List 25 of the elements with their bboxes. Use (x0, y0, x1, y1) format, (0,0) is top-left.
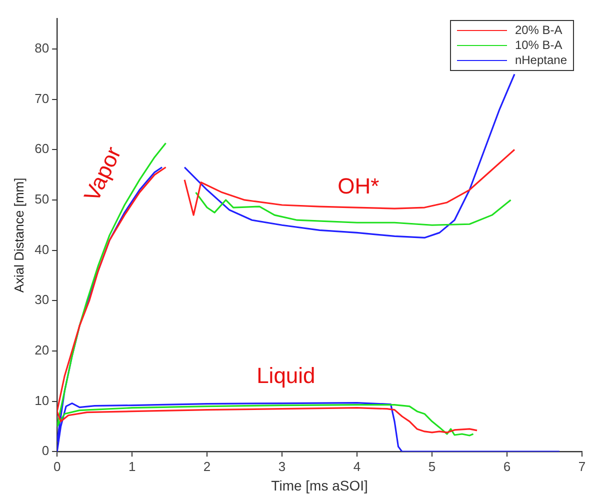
y-tick-label: 40 (34, 242, 50, 257)
x-tick-label: 6 (503, 458, 511, 474)
y-tick-label: 80 (34, 40, 50, 56)
x-tick-label: 3 (278, 458, 286, 474)
y-tick-label: 20 (34, 342, 50, 358)
y-tick-label: 10 (34, 392, 50, 408)
y-tick-label: 70 (34, 90, 50, 106)
x-tick-label: 7 (578, 458, 586, 474)
x-axis-title: Time [ms aSOI] (271, 477, 368, 494)
y-tick-label: 0 (42, 443, 50, 458)
y-tick-label: 60 (34, 141, 50, 156)
x-tick-label: 1 (128, 458, 136, 474)
y-tick-label: 50 (34, 192, 50, 207)
legend-label: nHeptane (514, 53, 567, 68)
y-axis-title: Axial Distance [mm] (11, 178, 26, 293)
legend-label: 10% B-A (514, 38, 562, 53)
x-tick-label: 5 (428, 458, 436, 474)
x-tick-label: 2 (203, 458, 211, 474)
legend-label: 20% B-A (514, 23, 562, 38)
x-tick-label: 4 (353, 458, 361, 474)
annotation: Liquid (256, 362, 316, 388)
x-tick-label: 0 (53, 458, 61, 474)
annotation: OH* (338, 174, 380, 199)
annotation: Vapor (79, 142, 126, 206)
y-tick-label: 30 (34, 292, 50, 308)
